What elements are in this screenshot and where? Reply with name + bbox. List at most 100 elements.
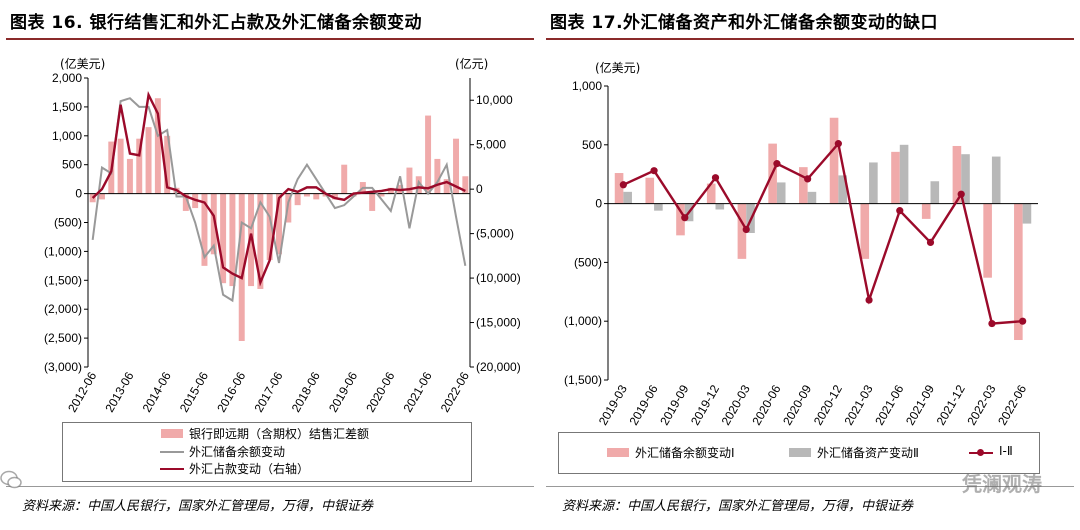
bar-fx-settlement	[210, 193, 217, 255]
right-y-tick-label: 10,000	[476, 93, 513, 107]
bar-fx-settlement	[98, 193, 105, 200]
right-y-unit-label: (亿元)	[455, 56, 488, 71]
left-y-tick-label: 1,000	[52, 129, 82, 143]
legend-label-reserve-change: 外汇储备余额变动	[189, 445, 286, 459]
bar-reserve-balance	[676, 203, 685, 236]
right-source-rule	[546, 486, 1074, 487]
bar-fx-settlement	[294, 193, 301, 206]
y-tick-label: 500	[582, 138, 602, 152]
x-tick-label: 2022-03	[964, 382, 998, 427]
wechat-icon	[0, 470, 22, 489]
gap-point	[711, 174, 720, 182]
left-chart-panel: 图表 16. 银行结售汇和外汇占款及外汇储备余额变动 (亿美元) (亿元) (3,0…	[6, 13, 534, 514]
left-y-tick-label: 500	[62, 158, 82, 172]
right-chart-panel: 图表 17.外汇储备资产和外汇储备余额变动的缺口 (亿美元) (1,500) (1,…	[540, 0, 1080, 530]
left-y-tick-label: (1,000)	[44, 244, 82, 258]
y-tick-label: 0	[595, 197, 602, 211]
y-tick-label: 1,000	[572, 79, 602, 93]
y-tick-label: (1,500)	[564, 373, 602, 387]
legend-label-reserve-assets: 外汇储备资产变动Ⅱ	[817, 446, 919, 460]
left-legend: 银行即远期（含期权）结售汇差额 外汇储备余额变动 外汇占款变动（右轴）	[62, 422, 472, 482]
bar-reserve-balance	[1014, 203, 1023, 341]
x-tick-label: 2021-06	[872, 382, 906, 427]
bar-fx-settlement	[387, 187, 394, 194]
bar-fx-settlement	[220, 193, 227, 284]
bar-reserve-balance	[983, 203, 992, 278]
left-source-rule	[6, 486, 534, 487]
x-tick-label: 2021-06	[401, 369, 435, 414]
right-chart-svg: (亿美元) (1,500) (1,000) (500) 0 500 1,000 2019-03…	[564, 60, 1038, 428]
bar-fx-settlement	[350, 193, 357, 197]
gap-point	[957, 190, 965, 198]
bar-reserve-assets	[838, 175, 847, 204]
x-tick-label: 2021-09	[903, 382, 937, 427]
x-tick-label: 2022-06	[438, 369, 472, 414]
bar-reserve-assets	[715, 203, 725, 210]
right-legend: 外汇储备余额变动Ⅰ 外汇储备资产变动Ⅱ Ⅰ-Ⅱ	[558, 432, 1040, 474]
bar-fx-settlement	[378, 193, 385, 197]
gap-point	[896, 207, 904, 215]
bar-fx-settlement	[201, 193, 208, 266]
bar-reserve-assets	[961, 154, 970, 204]
y-tick-label: (1,000)	[564, 314, 602, 328]
bar-fx-settlement	[434, 158, 441, 194]
legend-label-fx-funds: 外汇占款变动（右轴）	[189, 462, 310, 476]
gap-point	[619, 181, 627, 189]
left-source: 资料来源：中国人民银行，国家外汇管理局，万得，中银证券	[22, 499, 374, 514]
x-tick-label: 2015-06	[177, 369, 211, 414]
gap-point	[865, 296, 873, 304]
bar-reserve-balance	[614, 173, 624, 204]
legend-swatch-bar	[161, 429, 183, 438]
right-y-tick-label: (20,000)	[476, 360, 521, 374]
line-fx-funds	[91, 90, 466, 287]
left-chart-svg: (亿美元) (亿元) (3,000) (2,500) (2,000) (1,500) (1,…	[44, 56, 521, 415]
x-tick-label: 2019-09	[657, 382, 691, 427]
bar-fx-settlement	[154, 98, 161, 194]
bar-fx-settlement	[462, 176, 469, 194]
bar-reserve-assets	[807, 191, 817, 204]
legend-swatch-reserve-assets	[789, 448, 811, 457]
bar-reserve-balance	[829, 117, 839, 204]
gap-point	[773, 160, 781, 168]
bar-fx-settlement	[276, 193, 282, 255]
right-y-tick-label: 5,000	[476, 138, 506, 152]
bar-fx-settlement	[145, 127, 152, 194]
x-tick-label: 2019-06	[627, 382, 661, 427]
left-chart-title: 图表 16. 银行结售汇和外汇占款及外汇储备余额变动	[10, 13, 422, 33]
bar-fx-settlement	[303, 193, 310, 197]
x-tick-label: 2019-06	[326, 369, 360, 414]
right-y-tick-label: 0	[476, 182, 483, 196]
right-y-tick-label: (15,000)	[476, 316, 521, 330]
y-tick-label: (500)	[574, 255, 602, 269]
bar-reserve-balance	[952, 145, 962, 204]
x-tick-label: 2014-06	[140, 369, 174, 414]
right-y-tick-label: (10,000)	[476, 271, 521, 285]
legend-swatch-red-line	[160, 468, 184, 470]
gap-point	[650, 167, 658, 175]
bar-reserve-assets	[991, 156, 1001, 204]
left-y-tick-label: 2,000	[52, 71, 82, 85]
bar-reserve-balance	[799, 167, 808, 204]
bar-reserve-assets	[899, 144, 909, 204]
left-y-tick-label: (500)	[54, 216, 82, 230]
x-tick-label: 2016-06	[214, 369, 248, 414]
bar-fx-settlement	[341, 164, 348, 194]
gap-point	[681, 214, 689, 222]
legend-label-fx-settlement: 银行即远期（含期权）结售汇差额	[189, 427, 370, 441]
left-y-tick-label: (2,500)	[44, 331, 82, 345]
left-y-tick-label: (1,500)	[44, 273, 82, 287]
bar-reserve-balance	[891, 151, 900, 204]
bar-fx-settlement	[238, 193, 245, 341]
bar-fx-settlement	[229, 193, 236, 287]
legend-swatch-reserve-balance	[607, 448, 629, 457]
gap-point	[834, 140, 842, 148]
right-title-rule	[546, 38, 1074, 40]
x-tick-label: 2020-03	[719, 382, 753, 427]
bar-reserve-assets	[776, 182, 786, 204]
bar-reserve-assets	[623, 191, 632, 204]
x-tick-label: 2020-09	[780, 382, 814, 427]
line-gap	[622, 140, 1023, 325]
x-tick-label: 2013-06	[102, 369, 136, 414]
bar-fx-settlement	[164, 135, 171, 194]
bar-fx-settlement	[331, 193, 338, 200]
